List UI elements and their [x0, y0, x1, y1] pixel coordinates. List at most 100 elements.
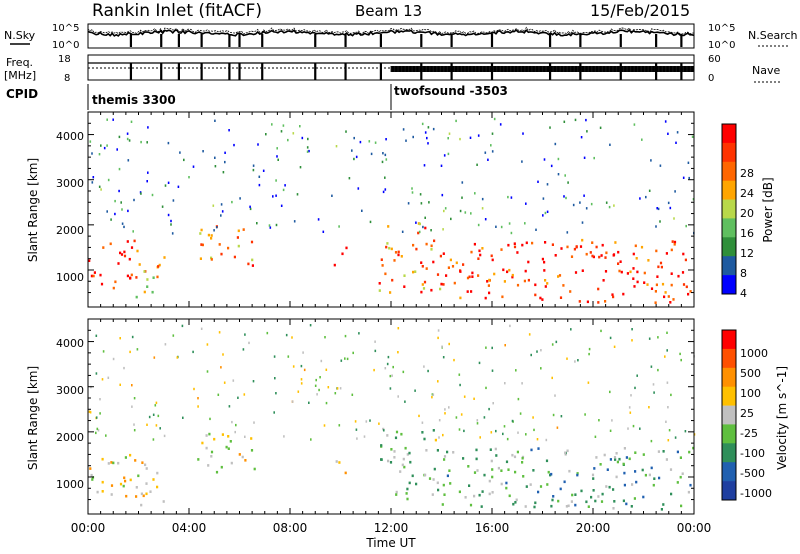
scatter-cell [562, 284, 565, 287]
scatter-cell [112, 286, 115, 290]
scatter-cell [569, 290, 572, 293]
scatter-cell [650, 159, 652, 162]
scatter-cell [91, 478, 94, 481]
scatter-cell [511, 273, 514, 277]
scatter-cell [550, 472, 553, 476]
scatter-cell [501, 295, 504, 299]
scatter-cell [587, 381, 590, 384]
scatter-cell [681, 271, 685, 274]
scatter-cell [382, 152, 384, 155]
scatter-cell [120, 201, 122, 204]
scatter-cell [591, 241, 594, 244]
scatter-cell [563, 480, 566, 484]
scatter-cell [583, 194, 585, 197]
scatter-cell [554, 142, 557, 146]
freq-tick-bottom: 8 [64, 73, 70, 84]
scatter-cell [557, 157, 560, 161]
scatter-cell [389, 374, 392, 378]
scatter-cell [382, 190, 385, 194]
scatter-cell [673, 240, 677, 244]
scatter-cell [490, 254, 493, 258]
scatter-cell [423, 280, 427, 284]
scatter-cell [154, 404, 157, 407]
scatter-cell [144, 463, 147, 467]
scatter-cell [443, 458, 446, 461]
scatter-cell [533, 505, 536, 509]
scatter-cell [685, 285, 688, 289]
scatter-cell [193, 387, 195, 391]
scatter-cell [631, 339, 633, 342]
scatter-cell [565, 196, 567, 200]
scatter-cell [275, 392, 277, 395]
scatter-cell [598, 255, 601, 259]
scatter-cell [182, 416, 184, 419]
scatter-cell [555, 340, 558, 344]
scatter-cell [370, 152, 373, 156]
scatter-cell [205, 434, 208, 437]
scatter-cell [623, 447, 626, 450]
scatter-cell [544, 241, 547, 244]
velocity-axes [87, 318, 695, 514]
scatter-cell [131, 405, 133, 408]
scatter-cell [667, 295, 670, 298]
scatter-cell [672, 298, 675, 301]
scatter-cell [466, 290, 469, 293]
scatter-cell [611, 293, 614, 296]
scatter-cell [369, 419, 371, 422]
scatter-cell [133, 198, 135, 202]
scatter-cell [107, 178, 110, 182]
scatter-cell [408, 451, 411, 455]
scatter-cell [654, 301, 657, 304]
scatter-cell [428, 201, 430, 204]
scatter-cell [592, 489, 595, 492]
scatter-cell [405, 492, 408, 495]
scatter-cell [599, 126, 602, 129]
scatter-cell [639, 197, 641, 200]
scatter-cell [225, 445, 228, 449]
scatter-cell [411, 191, 414, 194]
scatter-cell [442, 252, 445, 255]
scatter-cell [393, 259, 396, 262]
scatter-cell [306, 146, 309, 149]
scatter-cell [325, 368, 328, 371]
power-ytick-2000: 2000 [56, 224, 84, 237]
scatter-cell [576, 473, 579, 477]
scatter-cell [308, 149, 310, 153]
scatter-cell [688, 176, 690, 180]
scatter-cell [432, 478, 435, 481]
scatter-cell [464, 496, 467, 499]
scatter-cell [123, 225, 125, 229]
colorbar-frame [721, 123, 737, 295]
power-ytick-1000: 1000 [56, 271, 84, 284]
scatter-cell [597, 287, 600, 291]
scatter-cell [119, 337, 121, 340]
scatter-cell [123, 254, 127, 258]
colorbar-swatch [722, 256, 736, 276]
scatter-cell [319, 376, 321, 379]
scatter-cell [585, 118, 587, 122]
scatter-cell [476, 419, 479, 422]
scatter-cell [118, 135, 121, 139]
scatter-cell [212, 204, 215, 207]
scatter-cell [242, 228, 245, 231]
scatter-cell [508, 494, 511, 498]
scatter-cell [541, 257, 544, 261]
vel-cbar-tick-neg1000: -1000 [740, 487, 772, 500]
scatter-cell [508, 268, 511, 272]
scatter-cell [155, 424, 158, 427]
beam-title: Beam 13 [355, 2, 422, 20]
scatter-cell [214, 156, 216, 159]
scatter-cell [242, 348, 245, 351]
scatter-cell [120, 253, 124, 256]
scatter-cell [338, 461, 341, 464]
scatter-cell [272, 195, 274, 198]
scatter-cell [227, 447, 230, 450]
scatter-cell [664, 291, 667, 294]
scatter-cell [671, 240, 674, 243]
scatter-cell [123, 476, 126, 480]
scatter-cell [95, 431, 97, 435]
scatter-cell [551, 243, 554, 246]
colorbar-swatch [722, 199, 736, 219]
scatter-cell [475, 457, 478, 461]
scatter-cell [574, 493, 577, 496]
